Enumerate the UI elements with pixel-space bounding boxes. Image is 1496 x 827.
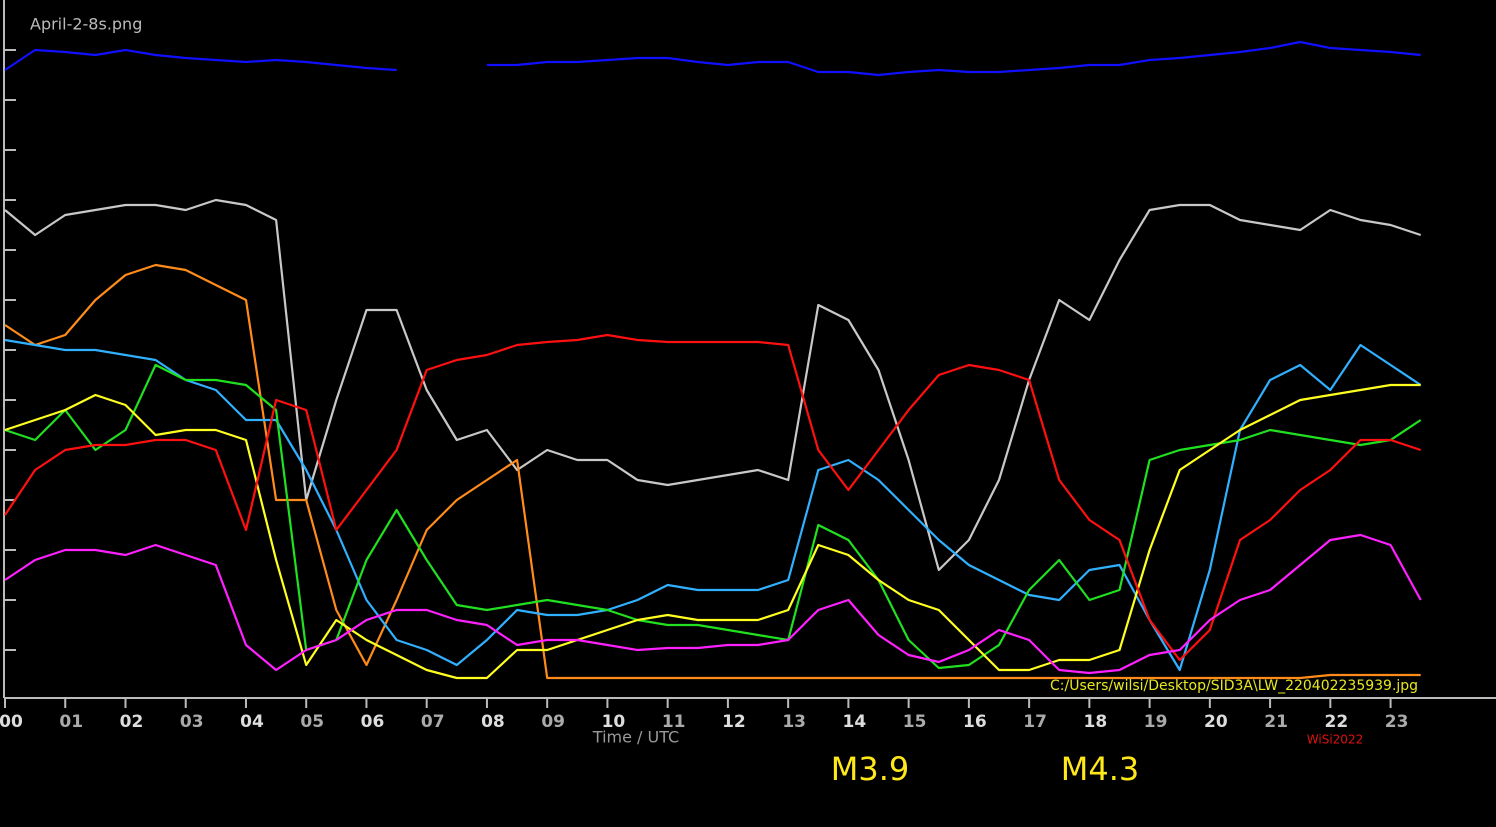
x-tick-label: 15	[903, 712, 927, 732]
x-tick-label: 09	[541, 712, 565, 732]
data-line	[4, 48, 397, 72]
x-tick-label: 16	[963, 712, 987, 732]
x-tick-label: 14	[843, 712, 867, 732]
x-tick-label: 04	[240, 712, 264, 732]
x-tick-label: 20	[1204, 712, 1228, 732]
x-tick-label: 13	[782, 712, 806, 732]
x-tick-label: 21	[1264, 712, 1288, 732]
source-path: C:/Users/wilsi/Desktop/SID3A\LW_22040223…	[1050, 678, 1418, 694]
x-tick-label: 18	[1084, 712, 1108, 732]
data-line	[4, 198, 1422, 572]
x-tick-label: 00	[0, 712, 23, 732]
x-tick-label: 01	[59, 712, 83, 732]
x-tick-label: 05	[300, 712, 324, 732]
data-line	[4, 533, 1422, 675]
flare-annotation: M3.9	[831, 750, 910, 788]
data-line	[4, 338, 1422, 672]
x-tick-label: 19	[1144, 712, 1168, 732]
data-line	[4, 333, 1422, 662]
x-tick-label: 22	[1324, 712, 1348, 732]
x-tick-label: 10	[602, 712, 626, 732]
x-tick-label: 06	[361, 712, 385, 732]
credit: WiSi2022	[1307, 733, 1363, 747]
x-tick-label: 23	[1385, 712, 1409, 732]
x-tick-label: 11	[662, 712, 686, 732]
data-line	[4, 383, 1421, 680]
x-axis-label: Time / UTC	[592, 728, 679, 747]
data-line	[486, 40, 1421, 77]
data-line	[4, 263, 1421, 680]
chart-title: April-2-8s.png	[30, 15, 142, 34]
x-tick-label: 07	[421, 712, 445, 732]
x-tick-label: 12	[722, 712, 746, 732]
x-tick-label: 02	[120, 712, 144, 732]
x-tick-label: 17	[1023, 712, 1047, 732]
x-tick-label: 08	[481, 712, 505, 732]
x-tick-label: 03	[180, 712, 204, 732]
flare-annotation: M4.3	[1061, 750, 1140, 788]
data-line	[4, 363, 1422, 670]
